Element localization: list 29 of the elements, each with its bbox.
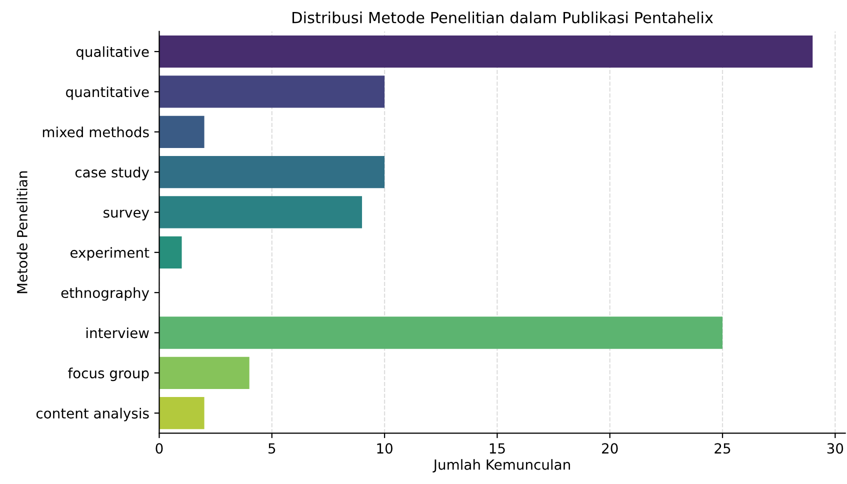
y-axis-title: Metode Penelitian — [16, 171, 28, 294]
x-tick-label: 10 — [377, 443, 392, 454]
y-tick-label: ethnography — [61, 287, 150, 301]
y-tick-label: mixed methods — [42, 126, 149, 138]
y-tick-label: experiment — [70, 247, 150, 261]
x-tick-label: 30 — [827, 443, 844, 454]
bar — [159, 116, 204, 148]
x-tick-label: 0 — [156, 443, 163, 454]
x-tick-label: 15 — [490, 443, 505, 454]
y-tick-label: content analysis — [36, 408, 149, 422]
x-tick-label: 20 — [602, 443, 618, 454]
bar — [159, 76, 385, 108]
y-tick-label: quantitative — [66, 86, 149, 100]
y-tick-label: case study — [75, 166, 150, 180]
chart-title: Distribusi Metode Penelitian dalam Publikasi Pentahelix — [292, 12, 714, 24]
bar — [159, 196, 362, 228]
y-tick-label: focus group — [68, 368, 149, 382]
y-tick-label: qualitative — [76, 46, 149, 60]
bar — [159, 316, 723, 349]
x-axis-title: Jumlah Kemunculan — [432, 459, 570, 472]
bar — [159, 236, 182, 268]
bar — [159, 356, 250, 389]
x-tick-label: 5 — [268, 443, 276, 454]
y-tick-label: interview — [86, 327, 149, 338]
x-tick-label: 25 — [714, 443, 730, 454]
bar — [159, 397, 204, 430]
y-tick-label: survey — [104, 210, 150, 220]
bar — [159, 156, 385, 188]
bar — [159, 35, 813, 68]
